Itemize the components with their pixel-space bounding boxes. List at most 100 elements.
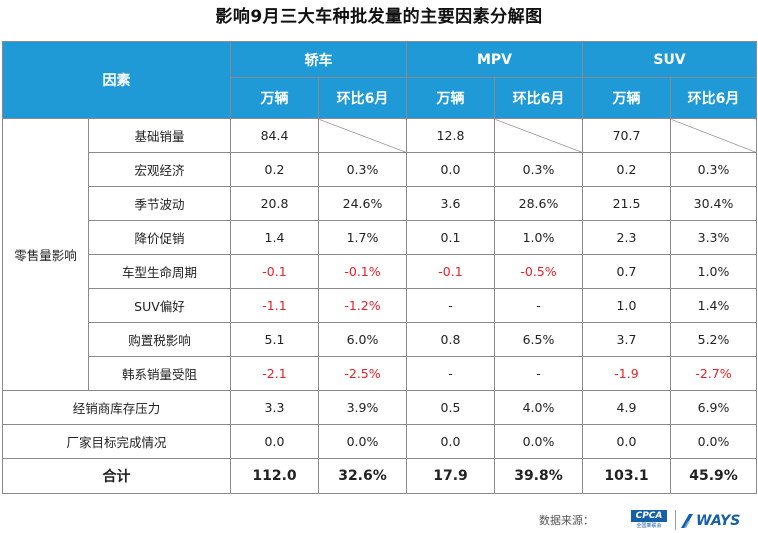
- table-cell: 4.9: [582, 390, 671, 425]
- row-label: 基础销量: [88, 118, 231, 153]
- cpca-logo-subtext: 全国乘联会: [636, 523, 662, 529]
- table-cell: -2.7%: [669, 356, 758, 391]
- table-body: 零售量影响 基础销量 84.4 12.8 70.7 宏观经济 0.2 0.3% 0.0 0.3% 0…: [2, 118, 758, 494]
- table-row: 季节波动 20.8 24.6% 3.6 28.6% 21.5 30.4%: [3, 186, 758, 221]
- table-cell: 0.7: [582, 254, 671, 289]
- subheader-mom: 环比6月: [318, 77, 407, 119]
- ways-wing-icon: [681, 514, 693, 528]
- subheader-units: 万辆: [406, 77, 495, 119]
- row-label: 购置税影响: [88, 322, 231, 357]
- table-cell: 0.2: [582, 152, 671, 187]
- total-cell: 45.9%: [669, 458, 758, 494]
- table-cell: 1.0%: [494, 220, 583, 255]
- row-label: 韩系销量受阻: [88, 356, 231, 391]
- table-cell: 84.4: [230, 118, 319, 153]
- table-cell: 20.8: [230, 186, 319, 221]
- subheader-mom: 环比6月: [494, 77, 583, 119]
- table-cell: 30.4%: [669, 186, 758, 221]
- table-cell: -1.2%: [318, 288, 407, 323]
- table-cell: 21.5: [582, 186, 671, 221]
- table-cell: -2.5%: [318, 356, 407, 391]
- ways-logo-text: WAYS: [696, 513, 741, 529]
- table-row: 厂家目标完成情况 0.0 0.0% 0.0 0.0% 0.0 0.0%: [2, 424, 758, 459]
- table-cell: 0.3%: [669, 152, 758, 187]
- table-row: 购置税影响 5.1 6.0% 0.8 6.5% 3.7 5.2%: [3, 322, 758, 357]
- diagonal-empty-cell: [318, 118, 407, 153]
- diagonal-empty-cell: [494, 118, 583, 153]
- total-cell: 112.0: [230, 458, 319, 494]
- row-label: SUV偏好: [88, 288, 231, 323]
- table-cell: 24.6%: [318, 186, 407, 221]
- table-cell: -0.1: [406, 254, 495, 289]
- total-cell: 32.6%: [318, 458, 407, 494]
- subheader-units: 万辆: [230, 77, 319, 119]
- table-cell: -1.9: [582, 356, 671, 391]
- table-row: 降价促销 1.4 1.7% 0.1 1.0% 2.3 3.3%: [3, 220, 758, 255]
- table-cell: 3.7: [582, 322, 671, 357]
- table-cell: 0.0%: [669, 424, 758, 459]
- cpca-logo-text: CPCA: [631, 510, 667, 522]
- table-cell: -: [406, 288, 495, 323]
- table-cell: 3.3: [230, 390, 319, 425]
- row-label: 厂家目标完成情况: [2, 424, 231, 459]
- table-cell: 0.0: [406, 424, 495, 459]
- row-label: 降价促销: [88, 220, 231, 255]
- table-cell: 0.0: [230, 424, 319, 459]
- table-cell: 3.9%: [318, 390, 407, 425]
- total-cell: 103.1: [582, 458, 671, 494]
- factor-table: 因素 轿车 MPV SUV 万辆 环比6月 万辆 环比6月 万辆 环比6月 零售…: [2, 41, 758, 494]
- total-row: 合计 112.0 32.6% 17.9 39.8% 103.1 45.9%: [2, 458, 758, 494]
- table-cell: 6.0%: [318, 322, 407, 357]
- header-group-suv: SUV: [581, 41, 758, 78]
- table-cell: 2.3: [582, 220, 671, 255]
- ways-logo: WAYS: [680, 511, 756, 531]
- table-cell: 0.3%: [494, 152, 583, 187]
- table-cell: 12.8: [406, 118, 495, 153]
- total-cell: 39.8%: [494, 458, 583, 494]
- table-cell: 6.5%: [494, 322, 583, 357]
- total-cell: 17.9: [406, 458, 495, 494]
- table-cell: -1.1: [230, 288, 319, 323]
- source-label: 数据来源：: [539, 514, 594, 527]
- table-cell: -: [494, 288, 583, 323]
- table-cell: 4.0%: [494, 390, 583, 425]
- cpca-logo: CPCA 全国乘联会: [631, 510, 667, 530]
- header-group-sedan: 轿车: [230, 41, 407, 78]
- table-row: 车型生命周期 -0.1 -0.1% -0.1 -0.5% 0.7 1.0%: [3, 254, 758, 289]
- table-row: 韩系销量受阻 -2.1 -2.5% - - -1.9 -2.7%: [3, 356, 758, 391]
- table-cell: 1.4%: [669, 288, 758, 323]
- row-label: 季节波动: [88, 186, 231, 221]
- row-label: 宏观经济: [88, 152, 231, 187]
- table-cell: -: [494, 356, 583, 391]
- table-cell: 0.0%: [318, 424, 407, 459]
- table-cell: 70.7: [582, 118, 671, 153]
- header-factor: 因素: [2, 41, 231, 119]
- row-label: 经销商库存压力: [2, 390, 231, 425]
- table-cell: 0.2: [230, 152, 319, 187]
- table-cell: 28.6%: [494, 186, 583, 221]
- table-cell: -2.1: [230, 356, 319, 391]
- table-cell: 0.0: [406, 152, 495, 187]
- table-cell: 1.0: [582, 288, 671, 323]
- table-cell: 0.0%: [494, 424, 583, 459]
- table-row: 经销商库存压力 3.3 3.9% 0.5 4.0% 4.9 6.9%: [2, 390, 758, 425]
- table-cell: 1.4: [230, 220, 319, 255]
- table-cell: 1.7%: [318, 220, 407, 255]
- table-cell: -0.1: [230, 254, 319, 289]
- logo-divider: [675, 510, 676, 530]
- table-cell: 0.1: [406, 220, 495, 255]
- table-cell: 5.1: [230, 322, 319, 357]
- table-cell: 0.0: [582, 424, 671, 459]
- retail-group-label: 零售量影响: [2, 118, 89, 391]
- table-row: 宏观经济 0.2 0.3% 0.0 0.3% 0.2 0.3%: [3, 152, 758, 187]
- table-cell: 6.9%: [669, 390, 758, 425]
- chart-title: 影响9月三大车种批发量的主要因素分解图: [215, 7, 543, 27]
- total-label: 合计: [2, 458, 231, 494]
- table-cell: 0.5: [406, 390, 495, 425]
- table-row: 零售量影响 基础销量 84.4 12.8 70.7: [2, 118, 758, 391]
- table-row: SUV偏好 -1.1 -1.2% - -1.0 1.4%: [3, 288, 758, 323]
- table-cell: -: [406, 356, 495, 391]
- diagonal-empty-cell: [669, 118, 758, 153]
- row-label: 车型生命周期: [88, 254, 231, 289]
- table-cell: 1.0%: [669, 254, 758, 289]
